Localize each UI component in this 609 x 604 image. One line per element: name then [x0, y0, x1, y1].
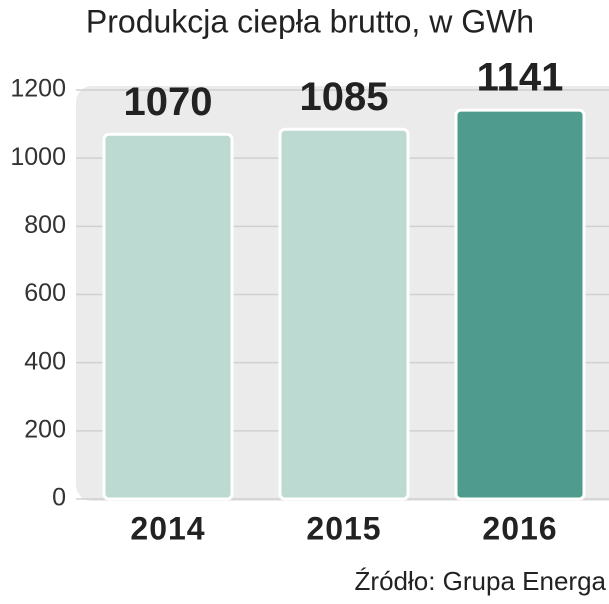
bar — [278, 127, 410, 501]
y-tick-label: 1000 — [10, 143, 66, 171]
y-tick-label: 600 — [24, 279, 66, 307]
bar — [102, 132, 234, 501]
value-label: 1141 — [477, 56, 564, 100]
x-tick-label: 2014 — [130, 510, 205, 546]
source-note: Źródło: Grupa Energa — [355, 566, 607, 596]
y-tick-label: 400 — [24, 347, 66, 375]
chart-title: Produkcja ciepła brutto, w GWh — [86, 3, 534, 39]
x-tick-label: 2015 — [306, 510, 381, 546]
y-tick-label: 1200 — [10, 75, 66, 103]
x-tick-label: 2016 — [482, 510, 557, 546]
y-tick-label: 200 — [24, 415, 66, 443]
value-label: 1070 — [124, 80, 213, 124]
y-tick-label: 800 — [24, 211, 66, 239]
value-label: 1085 — [300, 75, 389, 119]
y-tick-label: 0 — [52, 484, 66, 512]
bar — [454, 108, 586, 501]
